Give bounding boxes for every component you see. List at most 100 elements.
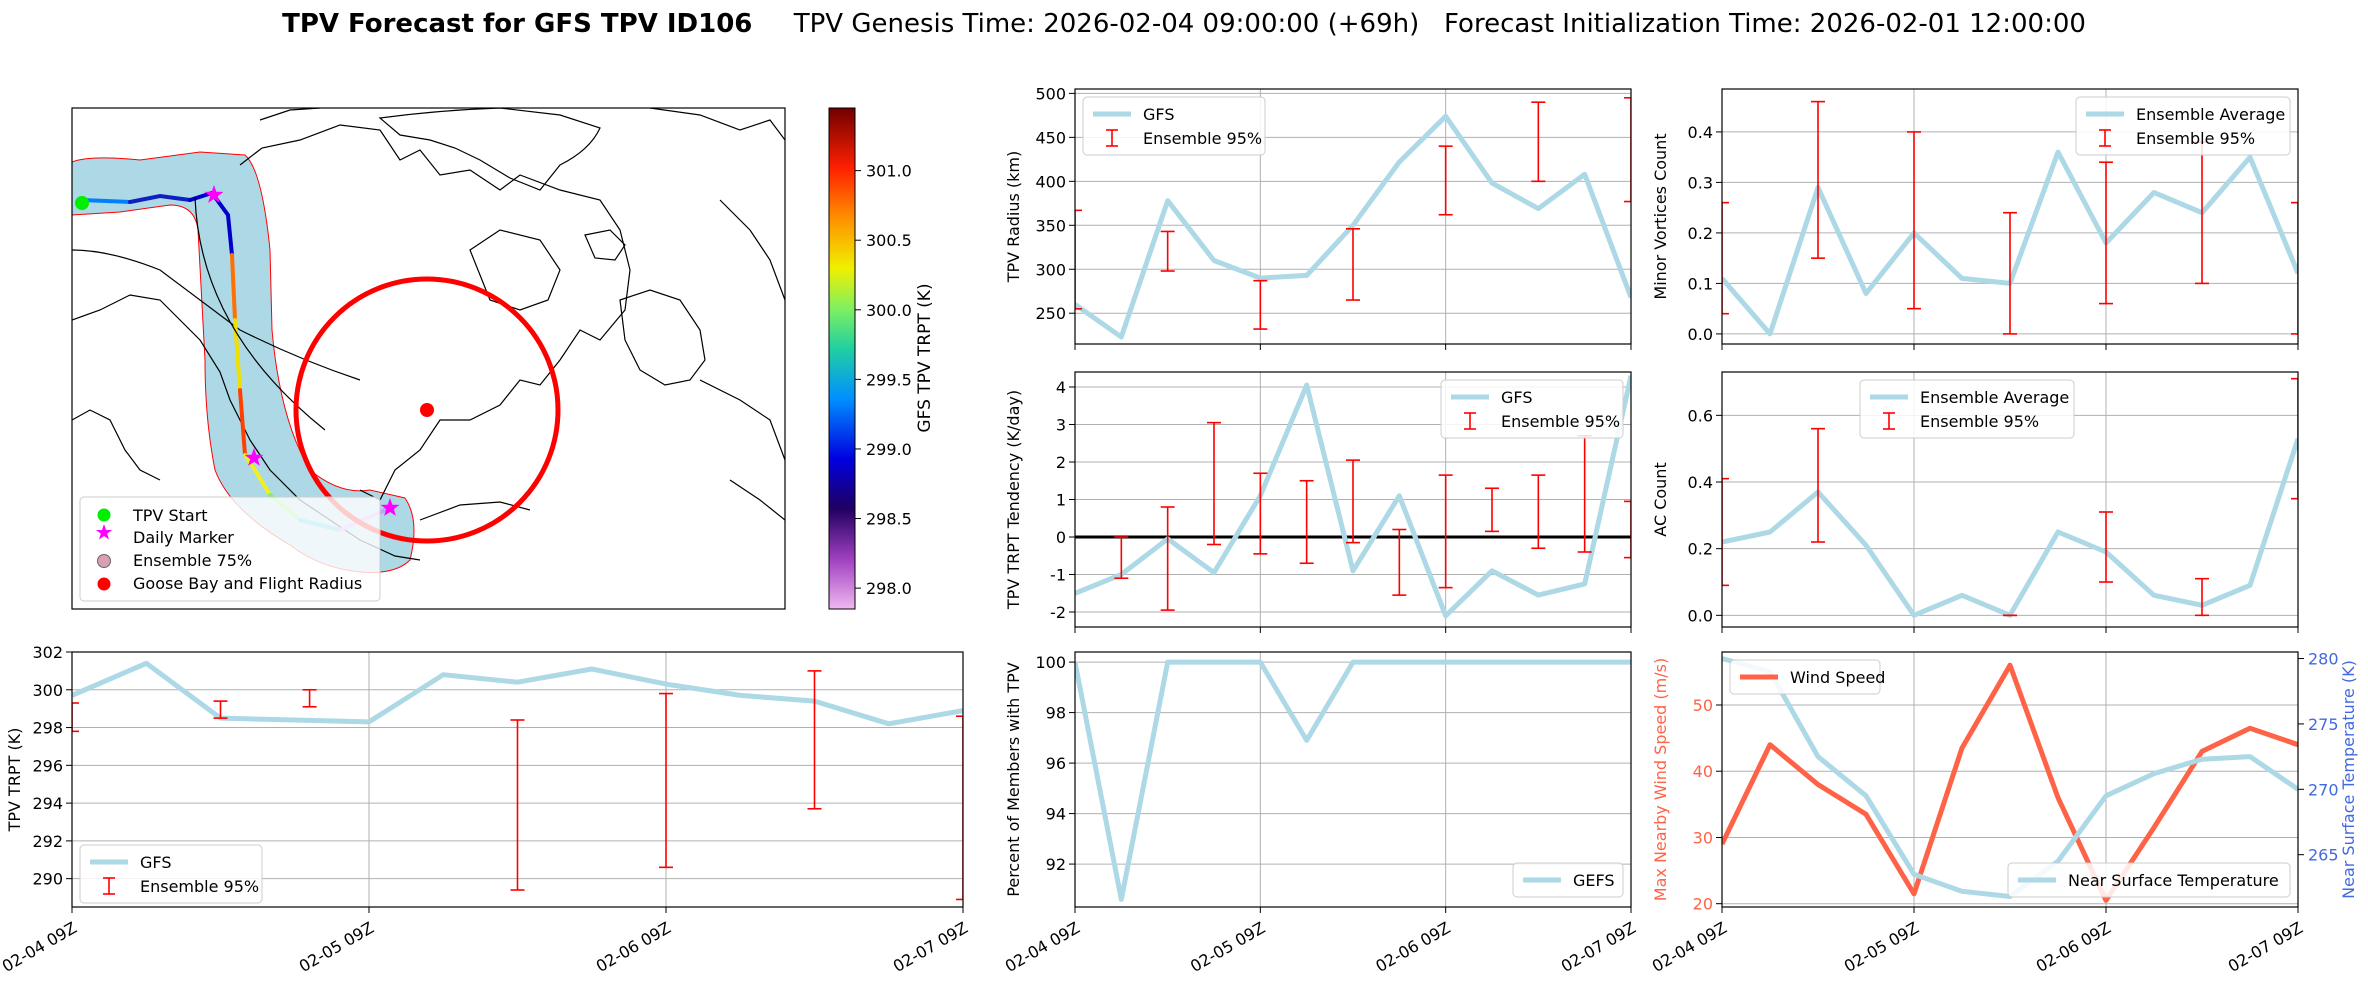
map-legend-box bbox=[79, 496, 381, 602]
legend-label: GFS bbox=[140, 853, 171, 872]
panel-minor: 0.0 0.1 0.2 0.3 0.4 Minor Vortices Count Ensem… bbox=[1651, 88, 2299, 350]
y-tick-label: 300 bbox=[1035, 260, 1066, 279]
series-line bbox=[1722, 437, 2298, 618]
errorbar bbox=[1624, 500, 1631, 559]
colorbar-tick-label: 299.5 bbox=[866, 370, 912, 389]
x-tick-label: 02-07 09Z bbox=[890, 918, 971, 976]
chart-panels: 02-04 09Z 02-05 09Z 02-06 09Z 02-07 09Z 290 2… bbox=[0, 84, 2358, 976]
y-tick-label: 1 bbox=[1056, 491, 1066, 510]
errorbar bbox=[659, 692, 673, 869]
y-tick-label: 250 bbox=[1035, 304, 1066, 323]
errorbar bbox=[72, 702, 79, 733]
plot-area bbox=[72, 660, 963, 901]
x-tick-label: 02-06 09Z bbox=[2033, 918, 2114, 976]
x-tick-label: 02-06 09Z bbox=[593, 918, 674, 976]
legend: GFS Ensemble 95% bbox=[1440, 379, 1624, 439]
y-axis-label: TPV TRPT (K) bbox=[5, 728, 24, 833]
legend: GFS Ensemble 95% bbox=[79, 844, 263, 904]
goose-bay-marker bbox=[420, 403, 434, 417]
errorbar bbox=[1907, 131, 1921, 310]
axes-frame bbox=[1074, 88, 1632, 345]
colorbar-tick-label: 300.0 bbox=[866, 301, 912, 320]
tpv-start-marker bbox=[75, 196, 89, 210]
y-axis-label: Max Nearby Wind Speed (m/s) bbox=[1651, 658, 1670, 901]
legend-label: Ensemble Average bbox=[1920, 388, 2069, 407]
errorbar bbox=[1577, 434, 1592, 553]
y-tick-label: 30 bbox=[1693, 828, 1713, 847]
legend-label: Daily Marker bbox=[133, 528, 234, 547]
errorbar bbox=[1485, 487, 1499, 533]
daily-markers bbox=[204, 185, 400, 516]
y-tick-label: 300 bbox=[32, 681, 63, 700]
colorbar-tick-label: 299.0 bbox=[866, 440, 912, 459]
map-legend: TPV Start Daily Marker Ensemble 75% Goos… bbox=[79, 496, 381, 602]
x-tick-label: 02-07 09Z bbox=[2225, 918, 2306, 976]
y-right-tick-label: 265 bbox=[2308, 846, 2339, 865]
errorbar bbox=[1531, 474, 1546, 550]
y-tick-label: 292 bbox=[32, 832, 63, 851]
y-tick-label: -1 bbox=[1050, 566, 1066, 585]
panel-trpt: 02-04 09Z 02-05 09Z 02-06 09Z 02-07 09Z 290 2… bbox=[0, 643, 971, 976]
axes-frame bbox=[1721, 651, 2299, 908]
x-tick-label: 02-07 09Z bbox=[1558, 918, 1639, 976]
legend-start-icon bbox=[97, 508, 111, 522]
colorbar-label: GFS TPV TRPT (K) bbox=[915, 283, 935, 432]
x-tick-label: 02-04 09Z bbox=[1002, 918, 1083, 976]
x-tick-label: 02-05 09Z bbox=[1187, 918, 1268, 976]
legend-box bbox=[2007, 862, 2291, 898]
y-tick-label: 400 bbox=[1035, 172, 1066, 191]
errorbar bbox=[1722, 477, 1729, 587]
y-tick-label: 0 bbox=[1056, 528, 1066, 547]
legend-box bbox=[1512, 862, 1624, 898]
legend: Near Surface Temperature bbox=[2007, 862, 2291, 898]
axes-frame bbox=[71, 651, 964, 908]
daily-marker bbox=[380, 498, 400, 516]
coastlines bbox=[72, 108, 785, 561]
errorbar bbox=[510, 719, 525, 891]
legend: Wind Speed bbox=[1729, 659, 1885, 695]
errorbar bbox=[302, 688, 317, 708]
errorbar bbox=[1624, 96, 1631, 203]
colorbar: 298.0 298.5 299.0 299.5 300.0 300.5 301.0 GFS … bbox=[828, 107, 935, 610]
axes-frame bbox=[1074, 651, 1632, 908]
legend: Ensemble Average Ensemble 95% bbox=[1859, 379, 2075, 439]
plot-area bbox=[1075, 659, 1631, 902]
y-tick-label: 0.2 bbox=[1688, 540, 1713, 559]
y-tick-label: 96 bbox=[1046, 754, 1066, 773]
y-tick-label: 302 bbox=[32, 643, 63, 662]
y-tick-label: 0.2 bbox=[1688, 224, 1713, 243]
y-tick-label: 94 bbox=[1046, 805, 1066, 824]
plot-area bbox=[1075, 375, 1631, 619]
y-tick-label: 20 bbox=[1693, 895, 1713, 914]
y-axis-label: Minor Vortices Count bbox=[1651, 133, 1670, 299]
errorbar bbox=[807, 670, 822, 810]
errorbar bbox=[1346, 459, 1360, 544]
y-right-tick-label: 275 bbox=[2308, 715, 2339, 734]
x-tick-label: 02-04 09Z bbox=[0, 918, 80, 976]
errorbar bbox=[1253, 472, 1268, 555]
errorbar bbox=[1811, 427, 1825, 543]
y-tick-label: 296 bbox=[32, 756, 63, 775]
y-tick-label: 290 bbox=[32, 870, 63, 889]
legend: GFS Ensemble 95% bbox=[1082, 96, 1266, 156]
series-line bbox=[1722, 662, 2298, 903]
legend-label: Ensemble Average bbox=[2136, 105, 2285, 124]
legend-label: GFS bbox=[1143, 105, 1174, 124]
legend-label: Near Surface Temperature bbox=[2068, 871, 2279, 890]
y-tick-label: 40 bbox=[1693, 762, 1713, 781]
errorbar bbox=[1114, 536, 1129, 580]
panel-wind_temp: 02-04 09Z 02-05 09Z 02-06 09Z 02-07 09Z 20 30… bbox=[1649, 650, 2358, 976]
plot-area bbox=[1722, 100, 2298, 337]
errorbar bbox=[1392, 528, 1407, 596]
errorbar bbox=[2195, 577, 2209, 617]
y-axis-label: Percent of Members with TPV bbox=[1004, 662, 1023, 896]
colorbar-tick-label: 298.5 bbox=[866, 510, 912, 529]
colorbar-tick-label: 298.0 bbox=[866, 579, 912, 598]
legend-label: Goose Bay and Flight Radius bbox=[133, 574, 362, 593]
figure-title: TPV Forecast for GFS TPV ID106 TPV Genes… bbox=[282, 9, 2086, 39]
colorbar-tick-label: 300.5 bbox=[866, 231, 912, 250]
title-bold: TPV Forecast for GFS TPV ID106 bbox=[282, 9, 752, 39]
errorbar bbox=[1811, 100, 1825, 259]
y-tick-label: 0.4 bbox=[1688, 473, 1713, 492]
